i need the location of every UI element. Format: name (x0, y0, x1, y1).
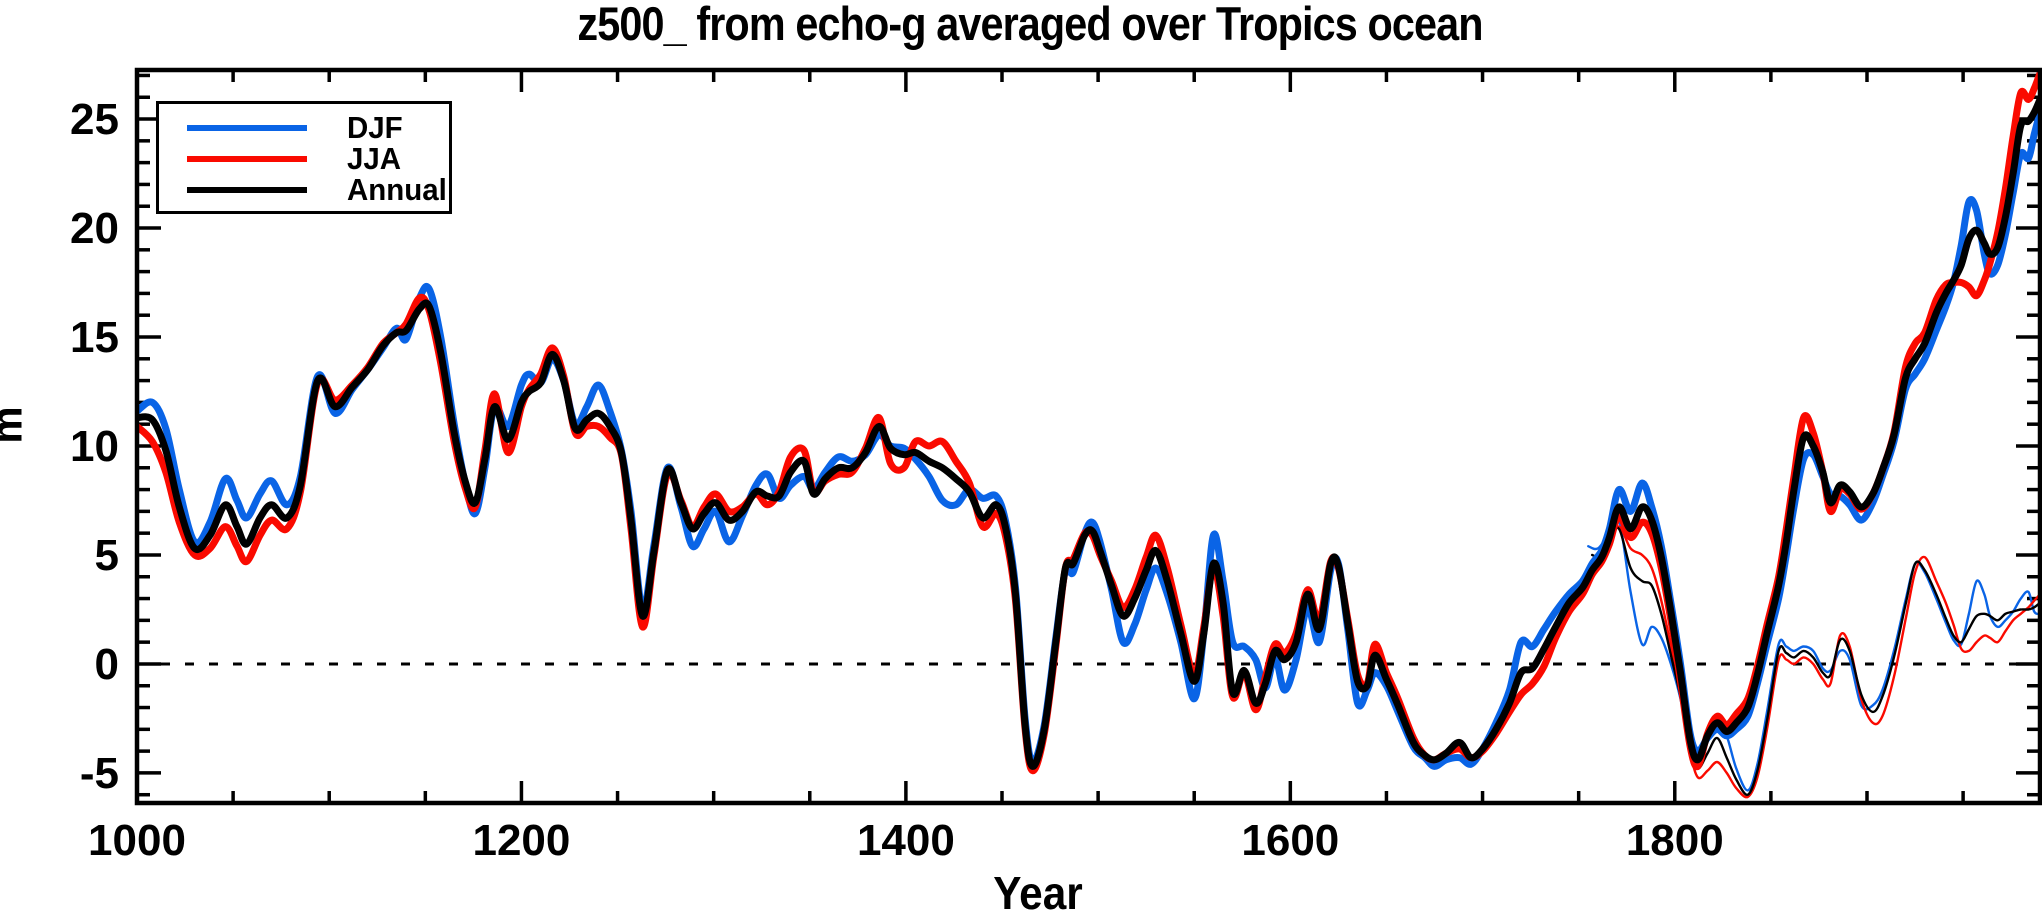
x-tick-label: 1800 (1626, 816, 1724, 865)
x-tick-label: 1600 (1241, 816, 1339, 865)
y-tick-label: 25 (70, 95, 119, 144)
plot-frame (134, 67, 2042, 806)
legend-label: JJA (347, 141, 402, 176)
x-tick-label: 1000 (88, 816, 186, 865)
series-annual (137, 95, 2040, 770)
legend-label: DJF (347, 110, 403, 145)
y-tick-label: 20 (70, 204, 119, 253)
series-djf-thin-member (1587, 516, 2040, 792)
series-curves (137, 70, 2040, 799)
legend-label: Annual (347, 172, 447, 207)
legend: DJF JJA Annual (156, 101, 452, 214)
y-tick-label: 15 (70, 313, 119, 362)
legend-line-annual (187, 187, 307, 193)
y-tick-label: -5 (80, 749, 119, 798)
chart-title: z500_ from echo-g averaged over Tropics … (577, 0, 1483, 50)
y-tick-label: 5 (95, 531, 119, 580)
legend-line-jja (187, 156, 307, 162)
y-axis-title: m (0, 406, 33, 443)
legend-line-djf (187, 125, 307, 131)
x-tick-label: 1200 (472, 816, 570, 865)
series-jja-thin-member (1590, 525, 2040, 799)
x-tick-label: 1400 (857, 816, 955, 865)
tick-labels: 1000 1200 1400 1600 1800 -5 0 5 10 15 20 25 (70, 95, 1724, 865)
y-tick-label: 10 (70, 422, 119, 471)
x-axis-title: Year (993, 867, 1083, 919)
y-tick-label: 0 (95, 640, 119, 689)
series-annual-thin-member (1590, 526, 2040, 796)
